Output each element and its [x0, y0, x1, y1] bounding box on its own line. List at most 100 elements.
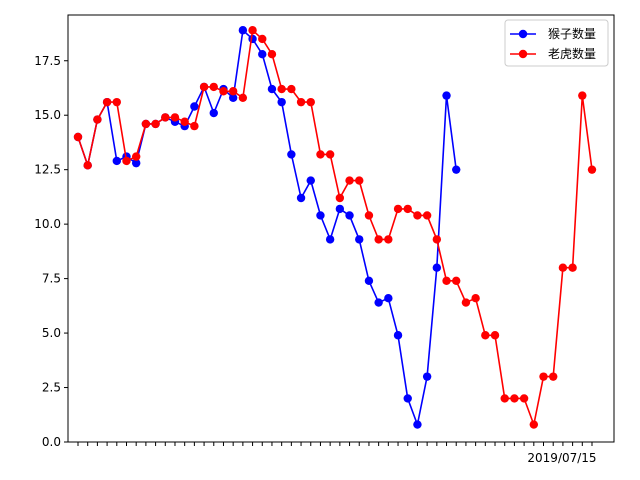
data-point: [102, 97, 112, 107]
data-point: [306, 97, 315, 107]
data-point: [471, 294, 480, 303]
legend-marker: [518, 49, 528, 59]
data-point: [141, 119, 151, 129]
series-2: [73, 26, 597, 429]
y-tick-label: 15.0: [34, 108, 61, 122]
data-point: [452, 165, 461, 174]
data-point: [355, 176, 364, 185]
data-point: [558, 263, 568, 272]
data-point: [364, 211, 374, 220]
data-point: [277, 84, 286, 94]
data-point: [432, 263, 442, 272]
data-point: [500, 394, 509, 403]
data-point: [306, 176, 315, 185]
data-point: [384, 235, 393, 244]
data-point: [568, 263, 577, 272]
data-point: [393, 204, 403, 214]
data-point: [529, 420, 539, 429]
data-point: [238, 26, 248, 35]
data-point: [510, 394, 519, 403]
legend-label: 猴子数量: [548, 26, 596, 41]
data-point: [190, 121, 199, 131]
y-tick-label: 0.0: [42, 435, 61, 449]
y-tick-label: 10.0: [34, 217, 61, 231]
data-point: [432, 235, 442, 244]
data-point: [413, 420, 422, 429]
data-point: [413, 211, 422, 220]
data-point: [248, 26, 257, 35]
data-point: [112, 156, 121, 166]
data-point: [316, 150, 325, 159]
data-point: [151, 119, 160, 129]
series-1: [73, 26, 461, 429]
data-point: [228, 93, 238, 102]
data-point: [209, 108, 218, 118]
data-point: [131, 158, 141, 168]
data-point: [170, 113, 180, 122]
data-point: [587, 165, 597, 174]
data-point: [277, 97, 286, 107]
data-point: [296, 97, 306, 107]
series-layer: [73, 26, 597, 429]
axes-frame: [67, 14, 615, 443]
data-point: [549, 372, 558, 381]
y-tick-label: 12.5: [34, 163, 61, 177]
x-axis-ticks: 2019/07/15: [77, 442, 597, 465]
series-line: [77, 28, 457, 428]
y-tick-label: 7.5: [42, 272, 61, 286]
data-point: [539, 372, 548, 381]
data-point: [122, 156, 131, 166]
data-point: [403, 204, 412, 214]
data-point: [384, 294, 393, 303]
data-point: [287, 84, 296, 94]
y-tick-label: 2.5: [42, 381, 61, 395]
data-point: [335, 204, 345, 214]
data-point: [442, 276, 451, 285]
data-point: [519, 394, 529, 403]
data-point: [131, 152, 141, 161]
data-point: [345, 211, 354, 220]
data-point: [219, 87, 228, 96]
data-point: [316, 211, 325, 220]
x-tick-label: 2019/07/15: [527, 451, 596, 465]
legend-marker: [518, 29, 528, 39]
data-point: [258, 50, 267, 59]
data-point: [267, 50, 277, 59]
plot-frame: [67, 14, 615, 443]
data-point: [403, 394, 412, 403]
data-point: [258, 34, 267, 44]
data-point: [481, 331, 490, 340]
data-point: [325, 150, 335, 159]
y-tick-label: 17.5: [34, 54, 61, 68]
data-point: [228, 87, 238, 96]
data-point: [238, 93, 248, 102]
data-point: [267, 84, 277, 94]
data-point: [209, 82, 218, 92]
data-point: [442, 91, 451, 100]
data-point: [355, 235, 364, 244]
data-point: [578, 91, 587, 100]
data-point: [422, 211, 432, 220]
data-point: [461, 298, 471, 307]
data-point: [199, 82, 209, 92]
data-point: [452, 276, 461, 285]
data-point: [190, 102, 199, 111]
data-point: [374, 235, 383, 244]
data-point: [393, 331, 403, 340]
series-line: [77, 28, 593, 428]
data-point: [490, 331, 500, 340]
data-point: [325, 235, 335, 244]
data-point: [93, 115, 102, 124]
legend-label: 老虎数量: [548, 46, 596, 61]
data-point: [374, 298, 383, 307]
data-point: [180, 117, 189, 126]
data-point: [83, 161, 92, 170]
data-point: [161, 113, 170, 122]
y-tick-label: 5.0: [42, 326, 61, 340]
data-point: [73, 132, 83, 142]
y-axis-ticks: 0.0 2.5 5.0 7.5 10.0 12.5 15.0 17.5: [34, 54, 68, 449]
data-point: [112, 97, 121, 107]
